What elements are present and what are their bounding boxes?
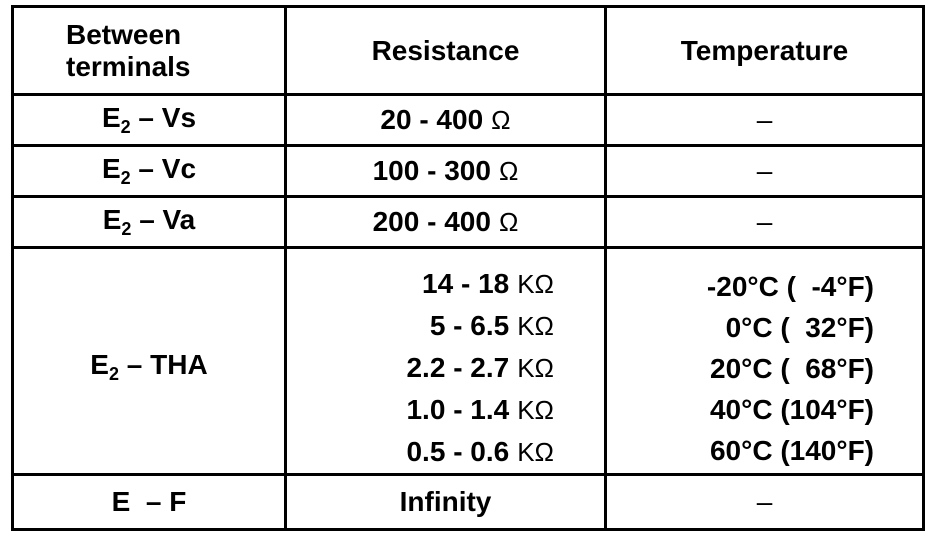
temperature-value: 60°C (140°F) (709, 434, 874, 466)
terminal-main: E (90, 349, 109, 380)
temperature-value: – (756, 486, 773, 517)
resistance-unit: KΩ (517, 437, 554, 467)
temperature-value: 0°C ( 32°F) (725, 311, 874, 343)
terminal-main: E (102, 204, 122, 235)
terminal-sub: 2 (120, 117, 131, 137)
temperature-cell: – (604, 473, 925, 531)
list-item: 2.2 - 2.7 KΩ (287, 347, 604, 389)
header-between-terminals: Between terminals (11, 5, 287, 96)
terminal-resistance-table: Between terminals Resistance Temperature… (11, 5, 925, 531)
resistance-cell: 20 - 400 Ω (284, 93, 607, 147)
list-item: 14 - 18 KΩ (287, 263, 604, 305)
terminal-main: E (101, 153, 121, 184)
resistance-cell: Infinity (284, 473, 607, 531)
table-header-row: Between terminals Resistance Temperature (11, 5, 925, 96)
terminal-rest: – THA (119, 349, 208, 380)
temperature-cell: – (604, 144, 925, 198)
temperature-value: 20°C ( 68°F) (710, 352, 874, 384)
resistance-unit: KΩ (517, 353, 554, 383)
resistance-cell: 14 - 18 KΩ 5 - 6.5 KΩ 2.2 - 2.7 KΩ 1.0 - 1.… (284, 246, 607, 476)
terminal-rest: – Vc (130, 153, 197, 184)
temperature-value: – (756, 104, 773, 135)
terminal-cell: E2 – Va (11, 195, 287, 249)
temperature-value: – (756, 206, 773, 237)
terminal-cell: E2 – Vc (11, 144, 287, 198)
resistance-value: 5 - 6.5 (429, 310, 510, 341)
terminal-cell: E2 – Vs (11, 93, 287, 147)
resistance-unit: KΩ (517, 395, 554, 425)
resistance-value: 20 - 400 (380, 104, 484, 135)
temperature-value: -20°C ( -4°F) (706, 270, 874, 302)
terminal-cell: E – F (11, 473, 287, 531)
header-terminals-line1: Between (66, 18, 182, 50)
terminal-rest: – Va (131, 204, 196, 235)
table-row: E2 – Vs 20 - 400 Ω – (11, 93, 925, 147)
temperature-cell: – (604, 93, 925, 147)
temperature-value: – (756, 155, 773, 186)
table-row: E2 – Vc 100 - 300 Ω – (11, 144, 925, 198)
header-temperature: Temperature (604, 5, 925, 96)
resistance-list: 14 - 18 KΩ 5 - 6.5 KΩ 2.2 - 2.7 KΩ 1.0 - 1.… (287, 249, 604, 473)
resistance-value: 200 - 400 (372, 206, 491, 237)
terminal-rest: – Vs (130, 102, 197, 133)
list-item: 1.0 - 1.4 KΩ (287, 389, 604, 431)
resistance-value: 14 - 18 (422, 268, 510, 299)
temperature-cell: – (604, 195, 925, 249)
resistance-unit: Ω (498, 156, 519, 186)
resistance-unit: KΩ (517, 269, 554, 299)
terminal-sub: 2 (108, 364, 119, 384)
resistance-value: 0.5 - 0.6 (406, 436, 510, 467)
resistance-unit: Ω (491, 105, 511, 135)
temperature-cell: -20°C ( -4°F) 0°C ( 32°F) 20°C ( 68°F) 4… (604, 246, 925, 476)
temperature-list: -20°C ( -4°F) 0°C ( 32°F) 20°C ( 68°F) 4… (607, 252, 922, 471)
resistance-value: 2.2 - 2.7 (406, 352, 510, 383)
terminal-main: E (101, 102, 121, 133)
terminal-cell: E2 – THA (11, 246, 287, 476)
list-item: 0.5 - 0.6 KΩ (287, 431, 604, 473)
list-item: 5 - 6.5 KΩ (287, 305, 604, 347)
terminal-sub: 2 (121, 219, 132, 239)
terminal-sub: 2 (120, 168, 131, 188)
table-row-tha: E2 – THA 14 - 18 KΩ 5 - 6.5 KΩ 2.2 - 2.7 KΩ… (11, 246, 925, 476)
table-row: E2 – Va 200 - 400 Ω – (11, 195, 925, 249)
header-resistance: Resistance (284, 5, 607, 96)
temperature-value: 40°C (104°F) (709, 393, 874, 425)
resistance-cell: 200 - 400 Ω (284, 195, 607, 249)
resistance-unit: KΩ (517, 311, 554, 341)
resistance-value: 100 - 300 (372, 155, 491, 186)
table-row: E – F Infinity – (11, 473, 925, 531)
resistance-unit: Ω (498, 207, 519, 237)
header-terminals-line2: terminals (66, 50, 191, 82)
resistance-value: 1.0 - 1.4 (406, 394, 510, 425)
resistance-cell: 100 - 300 Ω (284, 144, 607, 198)
